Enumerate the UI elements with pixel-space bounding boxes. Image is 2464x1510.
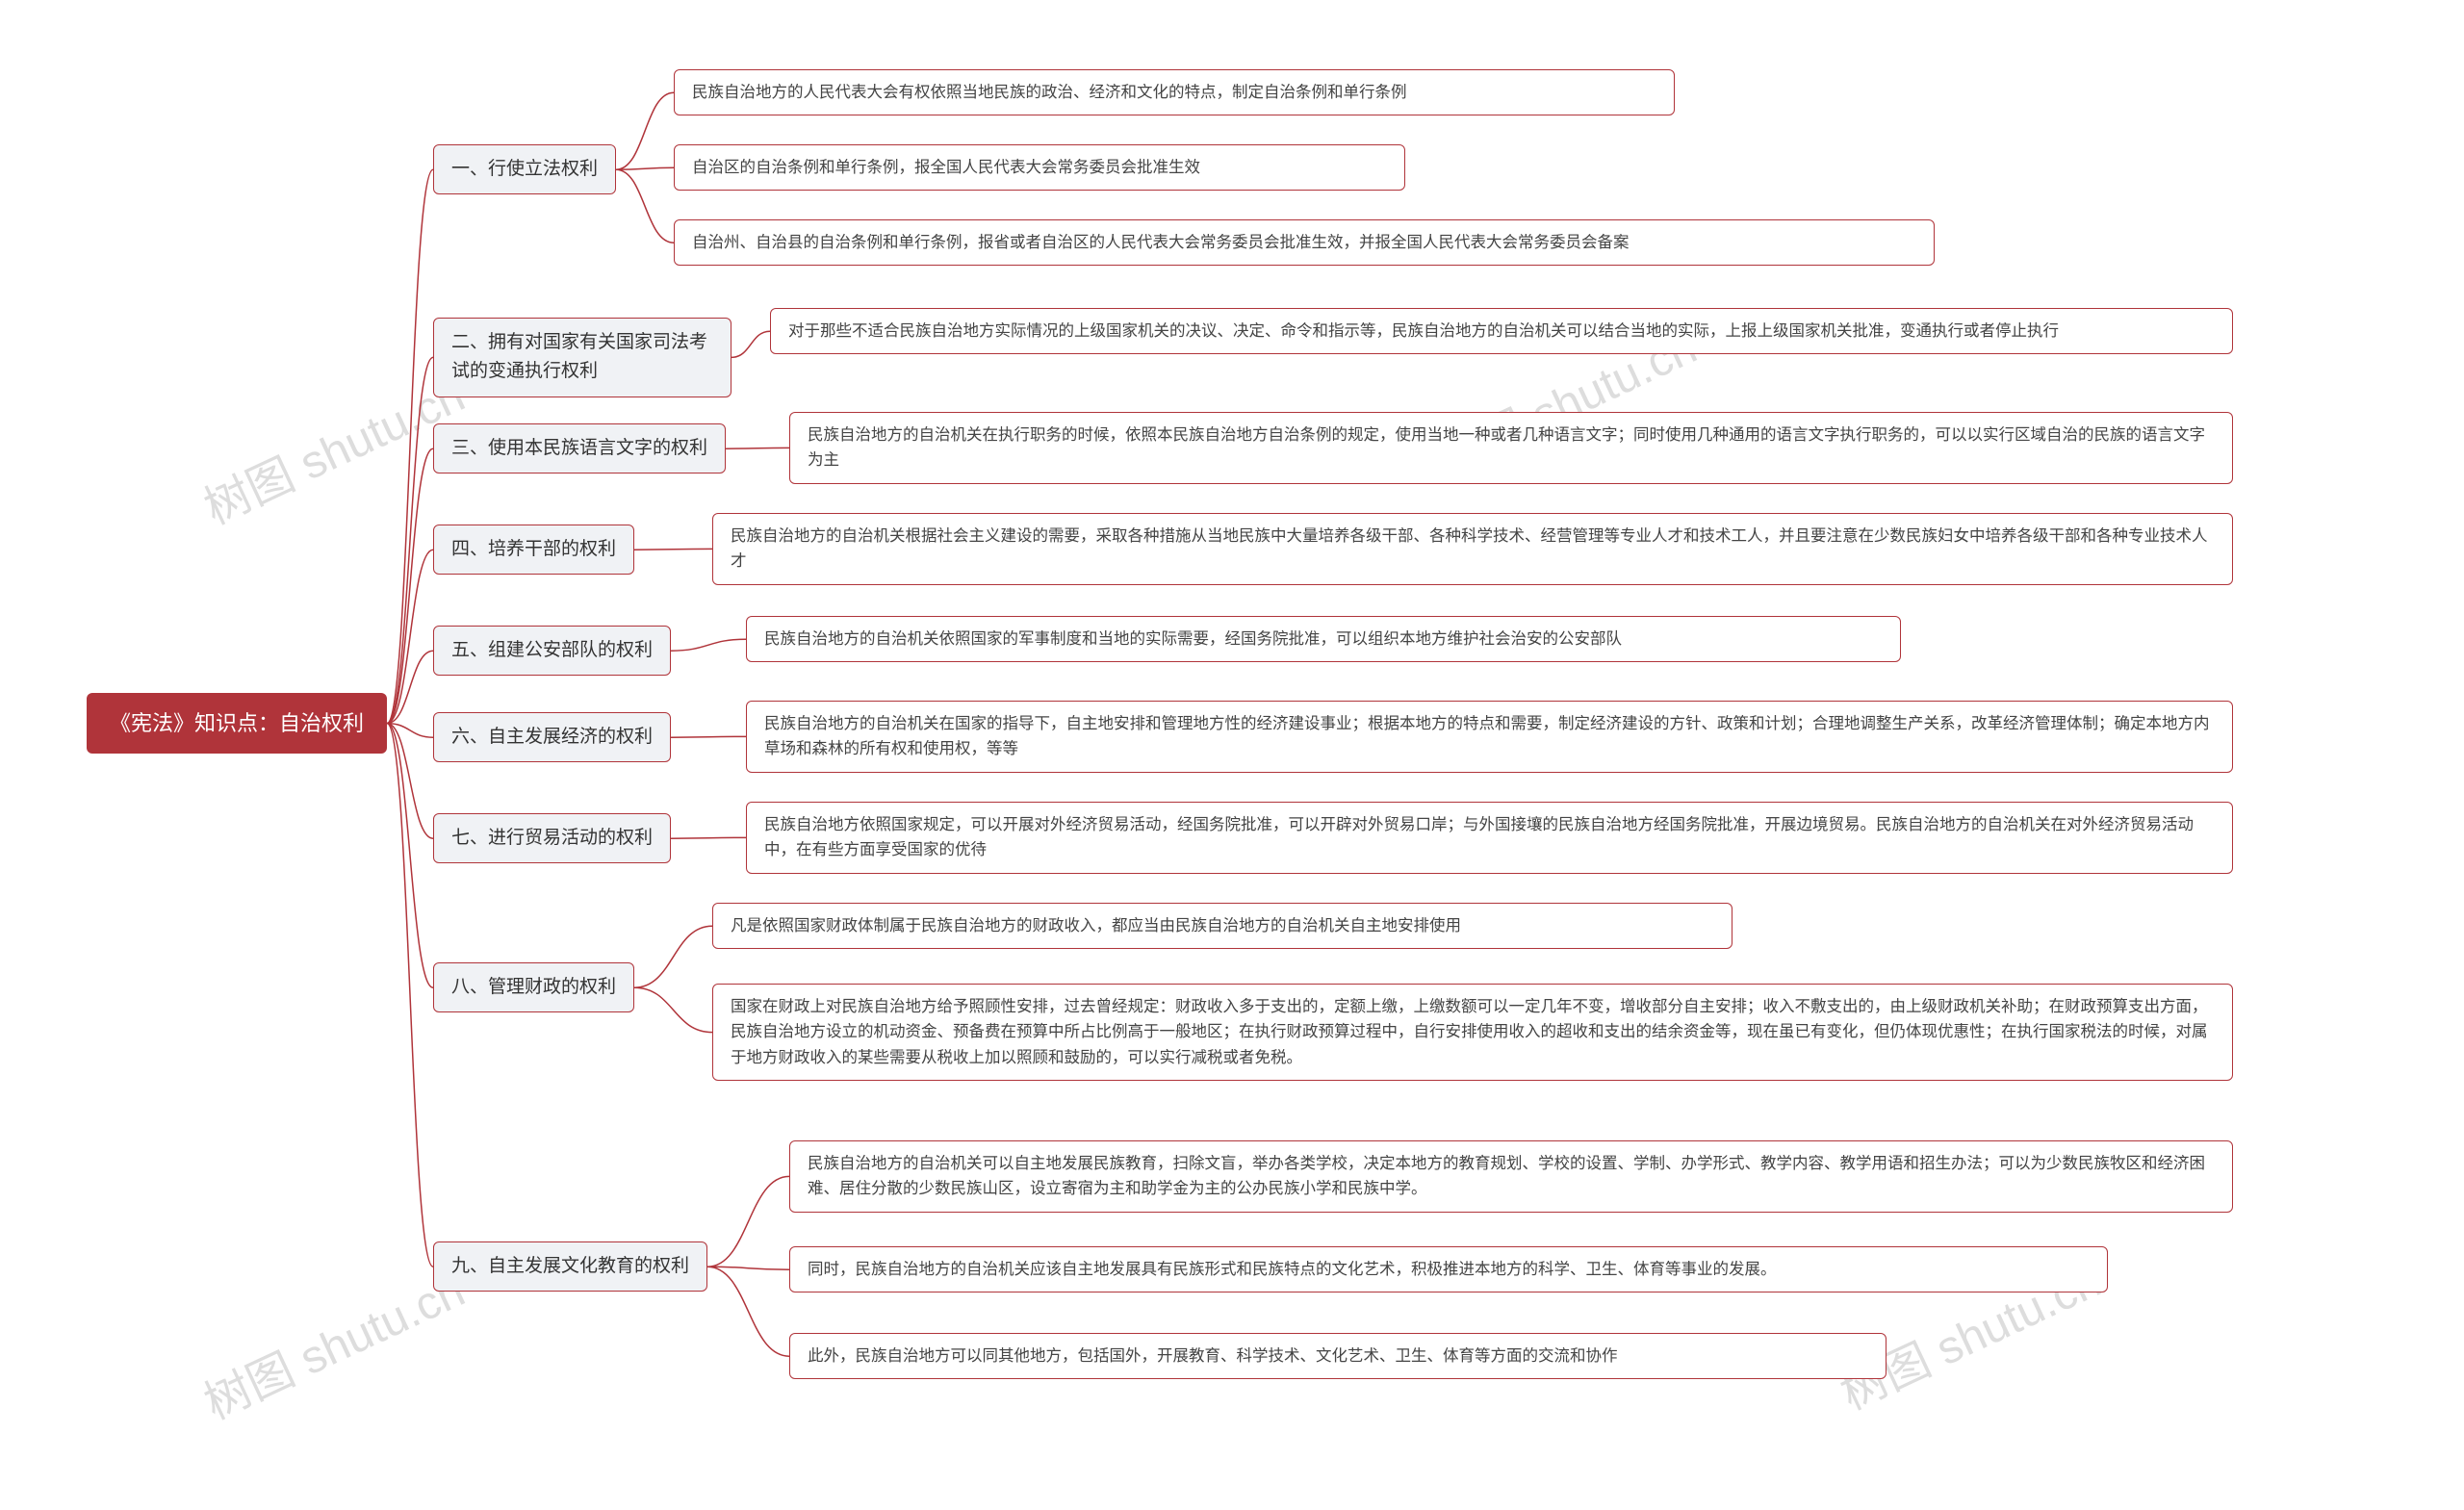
leaf-node-8-2: 国家在财政上对民族自治地方给予照顾性安排，过去曾经规定：财政收入多于支出的，定额… [712, 984, 2233, 1081]
leaf-node-9-3: 此外，民族自治地方可以同其他地方，包括国外，开展教育、科学技术、文化艺术、卫生、… [789, 1333, 1886, 1379]
leaf-node-8-1: 凡是依照国家财政体制属于民族自治地方的财政收入，都应当由民族自治地方的自治机关自… [712, 903, 1732, 949]
mindmap-container: 《宪法》知识点：自治权利 一、行使立法权利二、拥有对国家有关国家司法考试的变通执行… [0, 0, 2464, 1510]
branch-node-3: 三、使用本民族语言文字的权利 [433, 423, 726, 473]
branch-node-6: 六、自主发展经济的权利 [433, 712, 671, 762]
leaf-node-6-1: 民族自治地方的自治机关在国家的指导下，自主地安排和管理地方性的经济建设事业；根据… [746, 701, 2233, 773]
leaf-node-9-1: 民族自治地方的自治机关可以自主地发展民族教育，扫除文盲，举办各类学校，决定本地方… [789, 1140, 2233, 1213]
branch-node-2: 二、拥有对国家有关国家司法考试的变通执行权利 [433, 318, 732, 397]
root-node: 《宪法》知识点：自治权利 [87, 693, 387, 754]
branch-node-9: 九、自主发展文化教育的权利 [433, 1241, 707, 1292]
leaf-node-1-3: 自治州、自治县的自治条例和单行条例，报省或者自治区的人民代表大会常务委员会批准生… [674, 219, 1935, 266]
leaf-node-3-1: 民族自治地方的自治机关在执行职务的时候，依照本民族自治地方自治条例的规定，使用当… [789, 412, 2233, 484]
leaf-node-5-1: 民族自治地方的自治机关依照国家的军事制度和当地的实际需要，经国务院批准，可以组织… [746, 616, 1901, 662]
branch-node-5: 五、组建公安部队的权利 [433, 626, 671, 676]
leaf-node-4-1: 民族自治地方的自治机关根据社会主义建设的需要，采取各种措施从当地民族中大量培养各… [712, 513, 2233, 585]
branch-node-8: 八、管理财政的权利 [433, 962, 634, 1012]
leaf-node-1-2: 自治区的自治条例和单行条例，报全国人民代表大会常务委员会批准生效 [674, 144, 1405, 191]
branch-node-1: 一、行使立法权利 [433, 144, 616, 194]
branch-node-7: 七、进行贸易活动的权利 [433, 813, 671, 863]
leaf-node-9-2: 同时，民族自治地方的自治机关应该自主地发展具有民族形式和民族特点的文化艺术，积极… [789, 1246, 2108, 1292]
leaf-node-7-1: 民族自治地方依照国家规定，可以开展对外经济贸易活动，经国务院批准，可以开辟对外贸… [746, 802, 2233, 874]
branch-node-4: 四、培养干部的权利 [433, 525, 634, 575]
leaf-node-2-1: 对于那些不适合民族自治地方实际情况的上级国家机关的决议、决定、命令和指示等，民族… [770, 308, 2233, 354]
leaf-node-1-1: 民族自治地方的人民代表大会有权依照当地民族的政治、经济和文化的特点，制定自治条例… [674, 69, 1675, 115]
